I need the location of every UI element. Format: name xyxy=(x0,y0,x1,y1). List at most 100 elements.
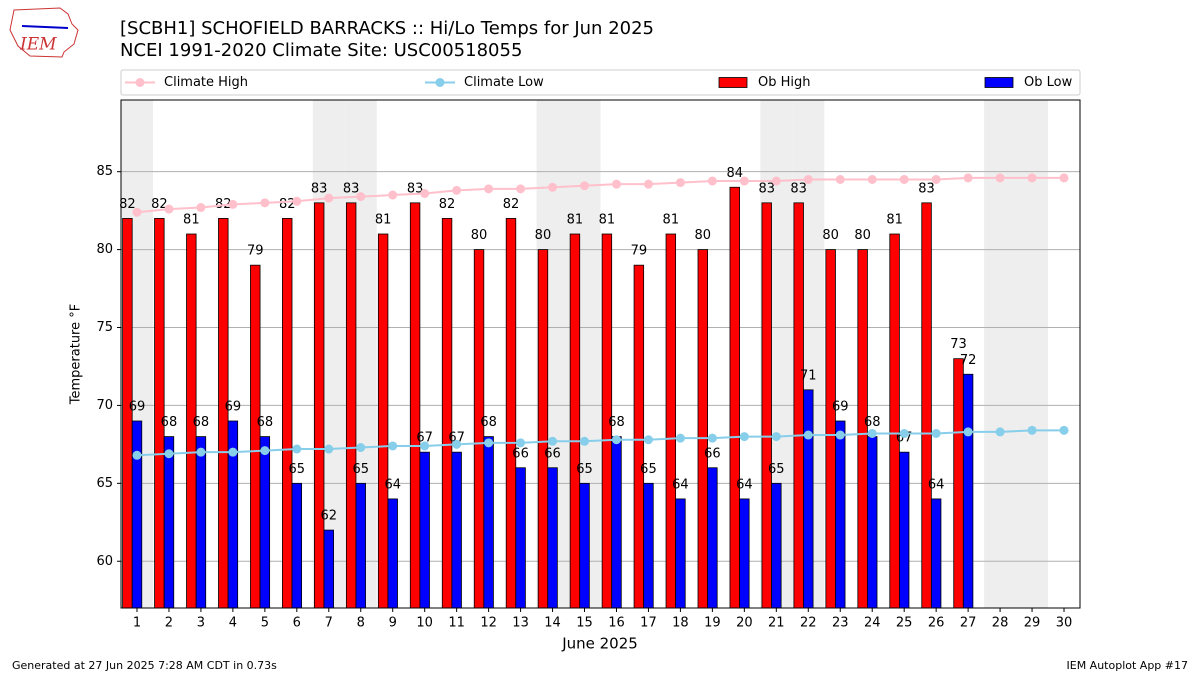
x-tick-label: 6 xyxy=(293,616,301,631)
line-point xyxy=(484,184,494,194)
line-point xyxy=(963,427,973,437)
x-tick-label: 13 xyxy=(512,616,529,631)
bar xyxy=(547,467,558,609)
data-label: 81 xyxy=(663,213,680,228)
bar xyxy=(377,233,389,609)
line-point xyxy=(643,179,653,189)
legend-label: Ob High xyxy=(758,75,811,90)
line-point xyxy=(771,176,781,186)
line-point xyxy=(643,435,653,445)
logo-text: IEM xyxy=(19,35,57,55)
chart-title: [SCBH1] SCHOFIELD BARRACKS :: Hi/Lo Temp… xyxy=(120,18,654,39)
data-label: 71 xyxy=(800,368,817,383)
line-point xyxy=(484,438,494,448)
y-tick-label: 80 xyxy=(96,242,113,257)
y-tick-label: 65 xyxy=(96,476,113,491)
data-label: 65 xyxy=(289,462,306,477)
data-label: 83 xyxy=(343,181,360,196)
x-tick-label: 16 xyxy=(608,616,625,631)
line-point xyxy=(899,428,909,438)
bar xyxy=(131,420,143,609)
line-point xyxy=(292,196,302,206)
x-tick-label: 3 xyxy=(197,616,205,631)
data-label: 68 xyxy=(480,415,497,430)
data-label: 81 xyxy=(375,213,392,228)
line-point xyxy=(580,436,590,446)
line-point xyxy=(228,447,238,457)
data-label: 80 xyxy=(822,228,839,243)
bar xyxy=(579,482,590,609)
line-point xyxy=(963,173,973,183)
bar xyxy=(707,467,718,609)
line-point xyxy=(356,442,366,452)
bar xyxy=(611,436,622,609)
x-tick-label: 15 xyxy=(576,616,593,631)
line-point xyxy=(196,447,206,457)
x-tick-label: 7 xyxy=(325,616,333,631)
bar xyxy=(345,202,357,609)
x-tick-label: 27 xyxy=(960,616,977,631)
line-point xyxy=(835,430,845,440)
line-point xyxy=(995,173,1005,183)
x-tick-label: 8 xyxy=(357,616,365,631)
line-point xyxy=(164,204,174,214)
line xyxy=(136,176,1065,214)
bar xyxy=(643,482,654,609)
data-label: 80 xyxy=(535,228,552,243)
data-label: 67 xyxy=(448,431,465,446)
y-axis-label: Temperature °F xyxy=(69,304,84,405)
line-point xyxy=(516,438,526,448)
weekend-shade xyxy=(984,100,1017,608)
logo-outline xyxy=(9,7,79,58)
data-label: 67 xyxy=(416,431,433,446)
bar xyxy=(355,482,366,609)
bar xyxy=(483,436,494,609)
line-point xyxy=(388,190,398,200)
line-point xyxy=(292,444,302,454)
line-point xyxy=(580,181,590,191)
bar xyxy=(729,186,740,609)
line-point xyxy=(835,174,845,184)
legend-marker xyxy=(435,78,445,87)
x-tick-label: 5 xyxy=(261,616,269,631)
x-tick-label: 2 xyxy=(165,616,173,631)
line-point xyxy=(1027,173,1037,183)
line-point xyxy=(995,427,1005,437)
bar xyxy=(451,451,462,609)
line-point xyxy=(516,184,526,194)
data-label: 64 xyxy=(736,477,753,492)
data-label: 83 xyxy=(758,181,775,196)
line-point xyxy=(707,433,717,443)
data-label: 79 xyxy=(631,244,648,259)
bar xyxy=(835,420,846,609)
line-point xyxy=(548,182,558,192)
bar xyxy=(323,529,334,609)
bar xyxy=(409,202,421,609)
x-tick-label: 26 xyxy=(928,616,945,631)
line-point xyxy=(739,432,749,442)
legend-label: Climate High xyxy=(164,75,248,90)
line xyxy=(136,429,1065,457)
x-tick-label: 10 xyxy=(416,616,433,631)
line-point xyxy=(132,450,142,460)
data-label: 65 xyxy=(640,462,657,477)
x-axis-label: June 2025 xyxy=(561,635,638,653)
line-point xyxy=(675,178,685,188)
x-tick-label: 21 xyxy=(768,616,785,631)
line-point xyxy=(675,433,685,443)
line-point xyxy=(771,432,781,442)
line-point xyxy=(324,444,334,454)
data-label: 66 xyxy=(512,446,529,461)
bar xyxy=(761,202,772,609)
line-point xyxy=(356,192,366,202)
bar xyxy=(675,498,686,609)
data-label: 80 xyxy=(695,228,712,243)
data-label: 82 xyxy=(151,197,168,212)
x-tick-label: 28 xyxy=(992,616,1009,631)
y-tick-label: 75 xyxy=(96,320,113,335)
x-tick-label: 19 xyxy=(704,616,721,631)
x-tick-label: 12 xyxy=(480,616,497,631)
logo: IEM xyxy=(9,7,79,58)
data-label: 65 xyxy=(352,462,369,477)
